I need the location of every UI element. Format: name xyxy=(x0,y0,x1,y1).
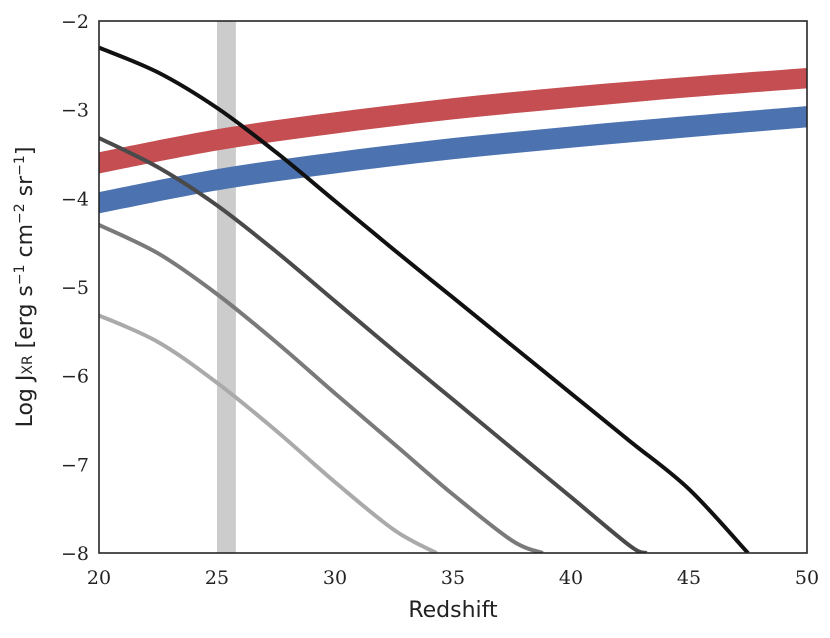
y-tick-label: −5 xyxy=(61,277,89,299)
x-tick-label: 50 xyxy=(795,567,819,589)
x-tick-label: 30 xyxy=(323,567,347,589)
band-2 xyxy=(99,106,807,214)
band-1 xyxy=(99,68,807,174)
y-tick-label: −7 xyxy=(61,454,89,476)
y-tick-label: −6 xyxy=(61,366,89,388)
y-tick-label: −2 xyxy=(61,11,89,33)
series-line-1 xyxy=(99,45,750,553)
x-tick-label: 20 xyxy=(87,567,111,589)
x-tick-label: 35 xyxy=(441,567,465,589)
x-tick-label: 40 xyxy=(559,567,583,589)
y-axis-label: Log JXR [erg s−1 cm−2 sr−1] xyxy=(12,147,38,428)
series-line-3 xyxy=(99,223,544,553)
y-tick-label: −3 xyxy=(61,100,89,122)
shaded-region xyxy=(217,21,236,553)
x-axis-label: Redshift xyxy=(408,598,498,623)
series-line-4 xyxy=(99,313,438,553)
plot-frame xyxy=(98,20,808,554)
x-tick-label: 45 xyxy=(677,567,701,589)
x-tick-label: 25 xyxy=(205,567,229,589)
series-line-2 xyxy=(99,136,648,553)
y-tick-label: −8 xyxy=(61,543,89,565)
y-tick-label: −4 xyxy=(61,188,89,210)
